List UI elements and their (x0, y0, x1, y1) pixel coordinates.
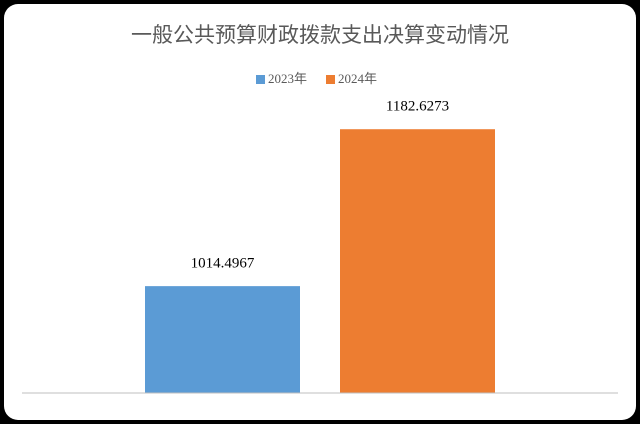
chart-title: 一般公共预算财政拨款支出决算变动情况 (131, 23, 509, 47)
data-label: 1014.4967 (191, 256, 255, 272)
legend-swatch (256, 75, 265, 84)
legend-label: 2024年 (338, 71, 377, 86)
chart-area (4, 4, 636, 420)
bar (340, 129, 495, 393)
legend-label: 2023年 (268, 71, 307, 86)
legend-swatch (326, 75, 335, 84)
data-label: 1182.6273 (386, 99, 449, 115)
bar (145, 286, 300, 393)
